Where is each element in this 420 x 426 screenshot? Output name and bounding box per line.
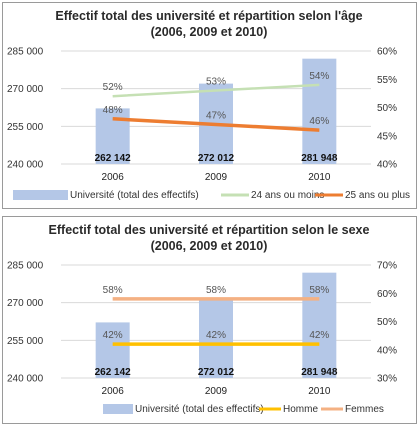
chart-subtitle: (2006, 2009 et 2010) — [151, 25, 268, 39]
x-tick-label: 2009 — [205, 386, 228, 397]
legend: Université (total des effectifs) Homme Fem… — [103, 404, 384, 415]
bar-value-label: 272 012 — [198, 367, 235, 378]
legend-swatch — [13, 190, 68, 200]
line-value-label: 54% — [309, 71, 329, 82]
x-tick-label: 2010 — [308, 386, 331, 397]
age-chart-panel: Effectif total des université et réparti… — [2, 2, 417, 209]
bar — [199, 297, 233, 378]
y-left-tick-label: 255 000 — [7, 336, 44, 347]
sex-chart: Effectif total des université et réparti… — [7, 223, 397, 415]
bar-value-label: 281 948 — [301, 153, 338, 164]
line-value-label: 52% — [103, 82, 123, 93]
line-value-label: 42% — [309, 330, 329, 341]
legend-label: Homme — [283, 404, 318, 415]
line-value-label: 48% — [103, 105, 123, 116]
chart-title: Effectif total des université et réparti… — [55, 9, 362, 23]
y-left-tick-label: 255 000 — [7, 122, 44, 133]
y-right-tick-label: 40% — [377, 345, 397, 356]
age-chart: Effectif total des université et réparti… — [7, 9, 410, 201]
x-tick-label: 2010 — [308, 172, 331, 183]
y-right-tick-label: 50% — [377, 103, 397, 114]
legend-label: 24 ans ou moins — [251, 190, 324, 201]
bar — [302, 272, 337, 378]
y-right-tick-label: 40% — [377, 160, 397, 171]
bar-value-label: 272 012 — [198, 153, 235, 164]
bar — [95, 322, 130, 378]
y-right-tick-label: 70% — [377, 261, 397, 272]
line-value-label: 42% — [103, 330, 123, 341]
y-right-tick-label: 60% — [377, 47, 397, 58]
line-value-label: 42% — [206, 330, 226, 341]
legend-label: Université (total des effectifs) — [70, 190, 199, 201]
bar-value-label: 281 948 — [301, 367, 338, 378]
line-value-label: 58% — [103, 285, 123, 296]
bar-value-label: 262 142 — [95, 367, 132, 378]
legend-label: Femmes — [345, 404, 384, 415]
y-left-tick-label: 285 000 — [7, 47, 44, 58]
y-left-tick-label: 270 000 — [7, 298, 44, 309]
legend-swatch — [103, 404, 133, 414]
y-left-tick-label: 240 000 — [7, 160, 44, 171]
legend-label: 25 ans ou plus — [345, 190, 410, 201]
legend: Université (total des effectifs) 24 ans o… — [13, 190, 410, 201]
y-right-tick-label: 60% — [377, 289, 397, 300]
x-tick-label: 2006 — [102, 386, 125, 397]
x-tick-label: 2006 — [102, 172, 125, 183]
y-left-tick-label: 270 000 — [7, 84, 44, 95]
line-value-label: 58% — [206, 285, 226, 296]
line-value-label: 47% — [206, 110, 226, 121]
x-tick-label: 2009 — [205, 172, 228, 183]
line-value-label: 46% — [309, 116, 329, 127]
sex-chart-panel: Effectif total des université et réparti… — [2, 216, 417, 424]
line-value-label: 53% — [206, 77, 226, 88]
y-right-tick-label: 45% — [377, 131, 397, 142]
y-right-tick-label: 30% — [377, 374, 397, 385]
bar-value-label: 262 142 — [95, 153, 132, 164]
bar — [95, 108, 130, 164]
legend-label: Université (total des effectifs) — [135, 404, 264, 415]
y-right-tick-label: 50% — [377, 317, 397, 328]
bar — [302, 58, 337, 164]
chart-title: Effectif total des université et réparti… — [49, 223, 370, 237]
line-value-label: 58% — [309, 285, 329, 296]
y-right-tick-label: 55% — [377, 75, 397, 86]
chart-subtitle: (2006, 2009 et 2010) — [151, 239, 268, 253]
y-left-tick-label: 285 000 — [7, 261, 44, 272]
y-left-tick-label: 240 000 — [7, 374, 44, 385]
